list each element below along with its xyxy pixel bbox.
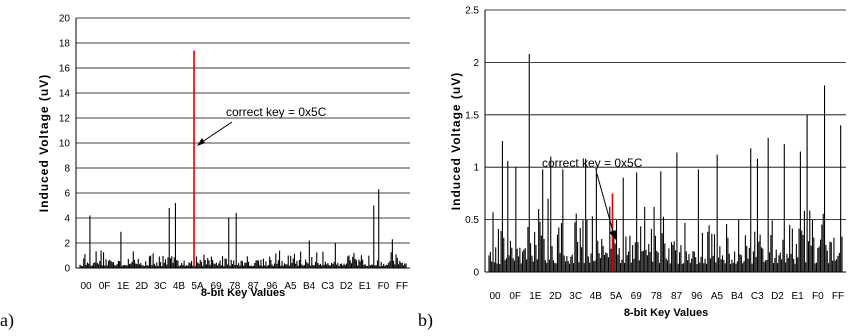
y-tick-label: 2 xyxy=(64,239,70,250)
y-tick-label: 1.5 xyxy=(465,110,479,121)
x-tick-label: 3C xyxy=(569,291,582,302)
y-tick-label: 2.5 xyxy=(465,6,479,17)
panel-a-label: a) xyxy=(0,310,14,331)
y-tick-label: 2 xyxy=(473,58,479,69)
x-tick-label: 0F xyxy=(99,281,111,292)
x-tick-label: 2D xyxy=(135,281,148,292)
x-tick-label: 2D xyxy=(549,291,562,302)
chart-a-bars xyxy=(79,50,407,268)
x-tick-label: 1E xyxy=(117,281,130,292)
x-tick-label: 4B xyxy=(590,291,603,302)
x-tick-label: A5 xyxy=(711,291,724,302)
x-tick-label: E1 xyxy=(359,281,372,292)
chart-b-arrowhead xyxy=(609,230,617,240)
y-tick-label: 1 xyxy=(473,163,479,174)
chart-a-x-tick-labels: 00 0F 1E 2D 3C 4B 5A 69 78 87 96 A5 B4 C3 D2 E1 F0 FF xyxy=(80,281,408,292)
chart-a-y-axis-label: Induced Voltage (uV) xyxy=(37,74,51,212)
x-tick-label: 5A xyxy=(191,281,204,292)
chart-b-x-axis-label: 8-bit Key Values xyxy=(624,307,708,319)
x-tick-label: 78 xyxy=(229,281,241,292)
chart-a-gridlines xyxy=(76,17,410,244)
x-tick-label: FF xyxy=(832,291,844,302)
x-tick-label: FF xyxy=(396,281,408,292)
chart-b-y-tick-labels: 0 0.5 1 1.5 2 2.5 xyxy=(465,6,479,279)
y-tick-label: 16 xyxy=(59,64,71,75)
x-tick-label: 00 xyxy=(489,291,501,302)
chart-b: b) 0 0.5 1 1.5 2 2.5 00 0F 1E 2D 3C 4B 5A 69 78 87 96 A5… xyxy=(418,6,846,331)
y-tick-label: 10 xyxy=(59,139,71,150)
x-tick-label: F0 xyxy=(378,281,390,292)
chart-a-annotation-arrow xyxy=(198,121,233,145)
x-tick-label: 1E xyxy=(529,291,542,302)
chart-a-x-axis-label: 8-bit Key Values xyxy=(201,287,285,299)
x-tick-label: E1 xyxy=(792,291,805,302)
x-tick-label: B4 xyxy=(303,281,316,292)
x-tick-label: 96 xyxy=(266,281,278,292)
chart-b-annotation-arrow xyxy=(596,173,615,236)
x-tick-label: C3 xyxy=(751,291,764,302)
chart-a-arrowhead xyxy=(197,138,205,146)
x-tick-label: F0 xyxy=(812,291,824,302)
x-tick-label: 3C xyxy=(154,281,167,292)
y-tick-label: 8 xyxy=(64,164,70,175)
x-tick-label: D2 xyxy=(340,281,353,292)
chart-b-gridlines xyxy=(485,9,846,221)
chart-b-annotation: correct key = 0x5C xyxy=(542,156,643,170)
x-tick-label: 5A xyxy=(610,291,623,302)
y-tick-label: 0.5 xyxy=(465,215,479,226)
y-tick-label: 0 xyxy=(64,264,70,275)
x-tick-label: 69 xyxy=(211,281,223,292)
x-tick-label: 87 xyxy=(671,291,683,302)
chart-b-bars xyxy=(488,54,843,272)
x-tick-label: 78 xyxy=(651,291,663,302)
y-tick-label: 20 xyxy=(59,14,71,25)
y-tick-label: 0 xyxy=(473,268,479,279)
y-tick-label: 12 xyxy=(59,114,71,125)
x-tick-label: D2 xyxy=(771,291,784,302)
x-tick-label: 00 xyxy=(80,281,92,292)
x-tick-label: A5 xyxy=(284,281,297,292)
chart-b-x-tick-labels: 00 0F 1E 2D 3C 4B 5A 69 78 87 96 A5 B4 C3 D2 E1 F0 FF xyxy=(489,291,844,302)
y-tick-label: 6 xyxy=(64,189,70,200)
x-tick-label: 69 xyxy=(631,291,643,302)
x-tick-label: 0F xyxy=(509,291,521,302)
x-tick-label: 96 xyxy=(691,291,703,302)
x-tick-label: 4B xyxy=(173,281,186,292)
y-tick-label: 14 xyxy=(59,89,71,100)
x-tick-label: 87 xyxy=(248,281,260,292)
chart-a-annotation: correct key = 0x5C xyxy=(226,105,327,119)
y-tick-label: 18 xyxy=(59,39,71,50)
y-tick-label: 4 xyxy=(64,214,70,225)
chart-a-y-tick-labels: 0 2 4 6 8 10 12 14 16 18 20 xyxy=(59,14,71,275)
panel-b-label: b) xyxy=(418,310,433,331)
chart-b-y-axis-label: Induced Voltage (uV) xyxy=(449,72,463,210)
x-tick-label: B4 xyxy=(731,291,744,302)
x-tick-label: C3 xyxy=(321,281,334,292)
